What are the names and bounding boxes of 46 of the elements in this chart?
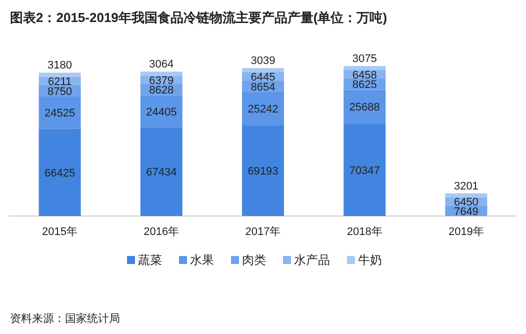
legend-label: 水果 [190,253,214,267]
bar [140,72,182,76]
data-label: 8625 [352,79,377,92]
bar [38,128,81,216]
legend-label: 牛奶 [358,253,382,267]
data-label: 6445 [250,71,276,84]
data-label: 25688 [349,102,380,114]
data-label: 7649 [454,206,478,218]
bar [242,125,284,216]
data-label: 6379 [149,74,174,87]
data-label: 24405 [146,106,177,118]
data-label: 3039 [250,55,276,68]
legend-label: 肉类 [242,253,266,267]
legend-label: 水产品 [294,253,330,267]
data-label: 3201 [454,180,478,192]
data-label: 3075 [352,53,377,65]
x-tick-label: 2015年 [42,226,78,238]
data-label: 8750 [48,86,72,98]
data-label: 3180 [48,60,72,72]
bar [242,92,284,126]
data-label: 24525 [44,108,76,120]
bar [140,95,182,128]
x-tick-label: 2018年 [346,226,382,238]
bar [344,66,386,70]
x-tick-label: 2016年 [144,226,180,238]
data-label: 8654 [250,81,276,94]
data-label: 6458 [352,69,377,82]
bar [445,193,488,198]
data-label: 66425 [44,167,76,180]
bar [38,72,81,77]
bar [242,68,284,72]
bar [140,127,182,216]
data-label: 8628 [149,84,174,97]
text: 资料来源：国家统计局 [10,312,120,325]
data-label: 67434 [146,166,177,179]
bar [344,124,386,216]
x-tick-label: 2017年 [245,226,281,238]
data-label: 25242 [248,104,278,116]
data-label: 6211 [48,76,72,88]
data-label: 69193 [248,166,278,178]
legend-label: 蔬菜 [138,253,162,267]
data-label: 3064 [149,58,174,71]
bar [38,96,81,129]
data-label: 70347 [349,164,380,177]
x-tick-label: 2019年 [448,226,484,238]
chart-title: 图表2：2015-2019年我国食品冷链物流主要产品产量(单位：万吨) [10,10,388,25]
